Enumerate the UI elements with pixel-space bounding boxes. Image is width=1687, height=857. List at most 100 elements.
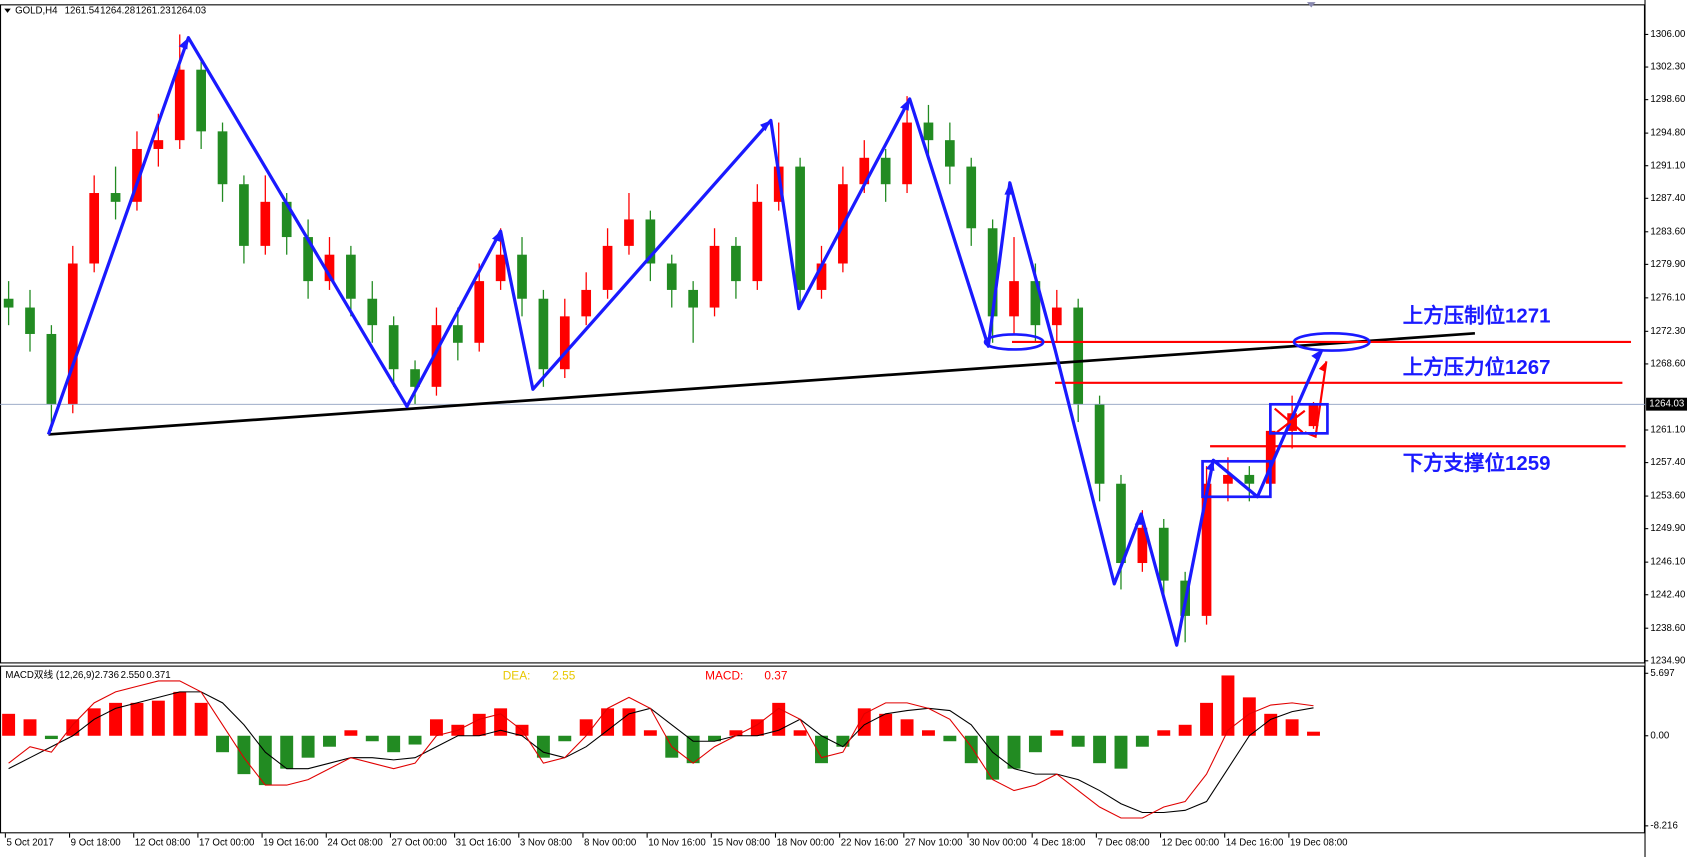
candle-body [795,166,805,290]
macd-label: MACD: [705,668,743,682]
candle-body [324,254,335,282]
macd-bar [429,719,443,736]
macd-bar [365,735,379,742]
y-tick-label: 1276.10 [1650,292,1685,303]
macd-bar [408,735,422,745]
macd-bar [1178,724,1192,736]
annotation-label: 上方压制位1271 [1403,304,1551,328]
ohlc-close: 1264.03 [171,5,206,16]
macd-readout: 2.550 [121,670,145,681]
ellipse-marker [1292,331,1371,352]
macd-bar [387,735,401,753]
macd-bar [558,735,572,742]
macd-bar [943,735,957,742]
macd-bar [986,735,1000,780]
candle-body [581,289,592,317]
price-tag [1646,397,1687,411]
candle-body [666,263,677,290]
macd-bar [130,702,144,736]
candle-body [67,263,78,405]
y-tick-label: 1253.60 [1650,491,1685,502]
macd-bar [1028,735,1042,753]
candle-body [1051,307,1062,326]
macd-bar [472,713,486,736]
candle-body [1244,474,1255,484]
y-tick-label: 1246.10 [1650,557,1685,568]
macd-bar [323,735,336,747]
symbol: GOLD,H4 [15,5,58,16]
scroll-marker [1306,2,1316,8]
macd-bar [879,713,893,736]
x-tick-label: 31 Oct 16:00 [456,838,511,849]
x-tick-label: 8 Nov 00:00 [584,838,636,849]
candle-body [1308,404,1319,427]
macd-bar [622,708,636,736]
y-tick-label: 1291.10 [1650,160,1685,171]
macd-bar [1242,697,1256,736]
x-tick-label: 12 Dec 00:00 [1162,838,1220,849]
candle-body [1137,527,1148,564]
candle-body [452,325,463,343]
candle-body [1201,483,1212,616]
macd-bar [857,708,871,736]
macd-bar [1114,735,1128,769]
consolidation-box [1201,459,1272,499]
candle-body [346,254,356,299]
candle-body [367,298,378,326]
macd-bar [173,691,187,736]
macd-bar [686,735,700,764]
y-tick-label: 1287.40 [1650,193,1685,204]
candle-body [1265,430,1276,484]
candle-body [559,316,570,370]
candle-body [3,298,14,308]
x-tick-label: 7 Dec 08:00 [1097,838,1149,849]
y-tick-label: 1279.90 [1650,259,1685,270]
y-tick-label: 1242.40 [1650,589,1685,600]
macd-bar [1157,730,1171,736]
macd-bar [23,719,37,736]
macd-bar [194,702,208,736]
candle-body [752,201,763,282]
macd-bar [964,735,978,764]
candle-body [46,333,57,405]
y-tick-label: 1268.60 [1650,358,1685,369]
macd-bar [2,713,16,736]
x-tick-label: 5 Oct 2017 [6,838,53,849]
candle-body [174,69,185,141]
x-tick-label: 9 Oct 18:00 [71,838,121,849]
x-tick-label: 3 Nov 08:00 [520,838,572,849]
macd-line [8,680,1314,819]
y-tick-label: 1249.90 [1650,523,1685,534]
macd-bar [643,730,657,736]
candle-body [474,281,485,343]
x-tick-label: 22 Nov 16:00 [841,838,899,849]
candle-body [110,193,121,202]
x-tick-label: 24 Oct 08:00 [327,838,382,849]
macd-bar [344,730,358,736]
macd-bar [1007,735,1021,769]
x-tick-label: 19 Dec 08:00 [1290,838,1348,849]
macd-bar [1200,702,1214,736]
macd-bar [1285,719,1299,736]
annotation-label: 上方压力位1267 [1403,355,1551,379]
candle-body [239,184,249,246]
y-tick-label: 1306.00 [1650,29,1685,40]
macd-bar [921,730,935,736]
candle-body [709,245,720,308]
candle-body [816,263,827,290]
candle-body [987,228,998,317]
x-tick-label: 18 Nov 00:00 [777,838,835,849]
macd-bar [1307,731,1320,736]
dea-value: 2.55 [552,668,575,682]
candle-body [303,237,313,282]
macd-bar [1093,735,1107,764]
y-tick-label: 1272.30 [1650,326,1685,337]
ohlc-open: 1261.54 [65,5,101,16]
macd-value: 0.37 [764,668,787,682]
candle-body [859,157,870,185]
macd-bar [216,735,229,753]
candle-body [153,140,164,149]
macd-line [8,691,1314,814]
